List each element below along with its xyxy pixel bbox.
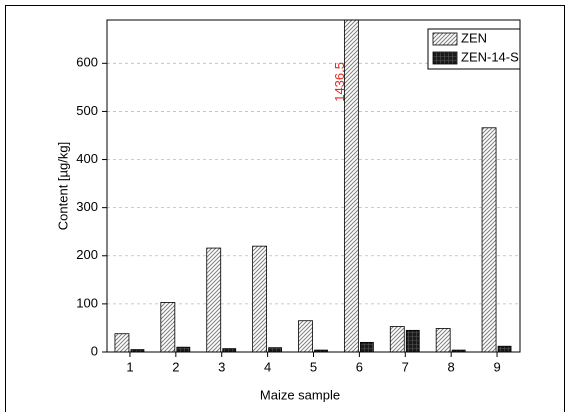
plot-frame — [106, 19, 521, 353]
bar — [359, 341, 374, 352]
bar — [252, 245, 268, 352]
bar — [206, 247, 222, 352]
bar — [481, 127, 497, 352]
bar — [497, 345, 512, 352]
x-tick-label: 1 — [126, 359, 133, 374]
outer-frame — [5, 5, 565, 412]
y-tick-label: 500 — [76, 103, 98, 118]
legend-label: ZEN-14-S — [461, 49, 519, 64]
bar — [343, 20, 359, 352]
bar — [222, 348, 237, 352]
bar — [435, 328, 451, 352]
bar — [298, 320, 313, 352]
x-axis-title: Maize sample — [260, 387, 340, 402]
y-tick-label: 300 — [76, 199, 98, 214]
y-tick-label: 0 — [91, 343, 98, 358]
x-tick-label: 2 — [172, 359, 179, 374]
y-tick-label: 600 — [76, 55, 98, 70]
value-annotation: 1436.5 — [332, 62, 347, 102]
bar — [130, 349, 145, 352]
legend-swatch — [432, 51, 458, 65]
legend-swatch — [432, 32, 458, 46]
x-tick-label: 6 — [356, 359, 363, 374]
x-tick-label: 4 — [264, 359, 271, 374]
x-tick-label: 5 — [310, 359, 317, 374]
plot-area — [114, 20, 512, 352]
bar — [389, 326, 405, 352]
y-tick-label: 200 — [76, 247, 98, 262]
x-tick-label: 7 — [402, 359, 409, 374]
legend-label: ZEN — [461, 30, 487, 45]
x-tick-label: 8 — [448, 359, 455, 374]
bar — [114, 333, 130, 352]
y-axis-title: Content [µg/kg] — [55, 142, 70, 230]
bar — [176, 346, 191, 352]
x-tick-label: 3 — [218, 359, 225, 374]
bar — [160, 302, 176, 352]
x-tick-label: 9 — [493, 359, 500, 374]
bar — [405, 329, 420, 352]
bar — [268, 347, 283, 352]
y-tick-label: 400 — [76, 151, 98, 166]
y-tick-label: 100 — [76, 295, 98, 310]
